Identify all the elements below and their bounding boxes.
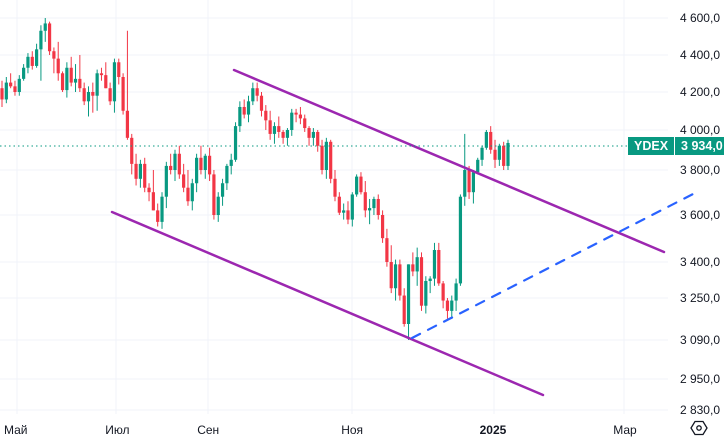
price-axis-label: 4 200,0 — [679, 85, 720, 99]
grid-lines — [0, 0, 668, 414]
time-axis-label: Май — [4, 423, 28, 437]
price-axis-label: 3 090,0 — [679, 333, 720, 347]
price-axis-label: 4 000,0 — [679, 123, 720, 137]
price-axis-label: 4 600,0 — [679, 11, 720, 25]
price-axis-label: 3 400,0 — [679, 255, 720, 269]
price-axis-label: 3 250,0 — [679, 291, 720, 305]
symbol-label: YDEX — [628, 137, 676, 155]
candles — [0, 18, 510, 340]
chart-settings-button[interactable] — [690, 419, 708, 437]
hexagon-settings-icon — [690, 420, 708, 436]
time-axis-label: Июл — [105, 423, 130, 437]
price-axis-label: 3 600,0 — [679, 208, 720, 222]
last-price-value: 3 934,0 — [675, 137, 724, 155]
support-dashed-line[interactable] — [410, 191, 697, 340]
price-axis-label: 3 800,0 — [679, 163, 720, 177]
last-price-badge: YDEX 3 934,0 — [628, 137, 724, 155]
trend-drawings[interactable] — [110, 68, 697, 397]
price-axis-label: 2 950,0 — [679, 372, 720, 386]
time-axis-label: 2025 — [479, 423, 507, 437]
time-axis-label: Мар — [613, 423, 637, 437]
upper-channel-trendline[interactable] — [232, 68, 666, 254]
time-axis-label: Сен — [197, 423, 220, 437]
time-axis-label: Ноя — [341, 423, 364, 437]
price-axis-label: 2 830,0 — [679, 403, 720, 417]
lower-channel-trendline[interactable] — [110, 210, 545, 397]
price-axis-label: 4 400,0 — [679, 48, 720, 62]
